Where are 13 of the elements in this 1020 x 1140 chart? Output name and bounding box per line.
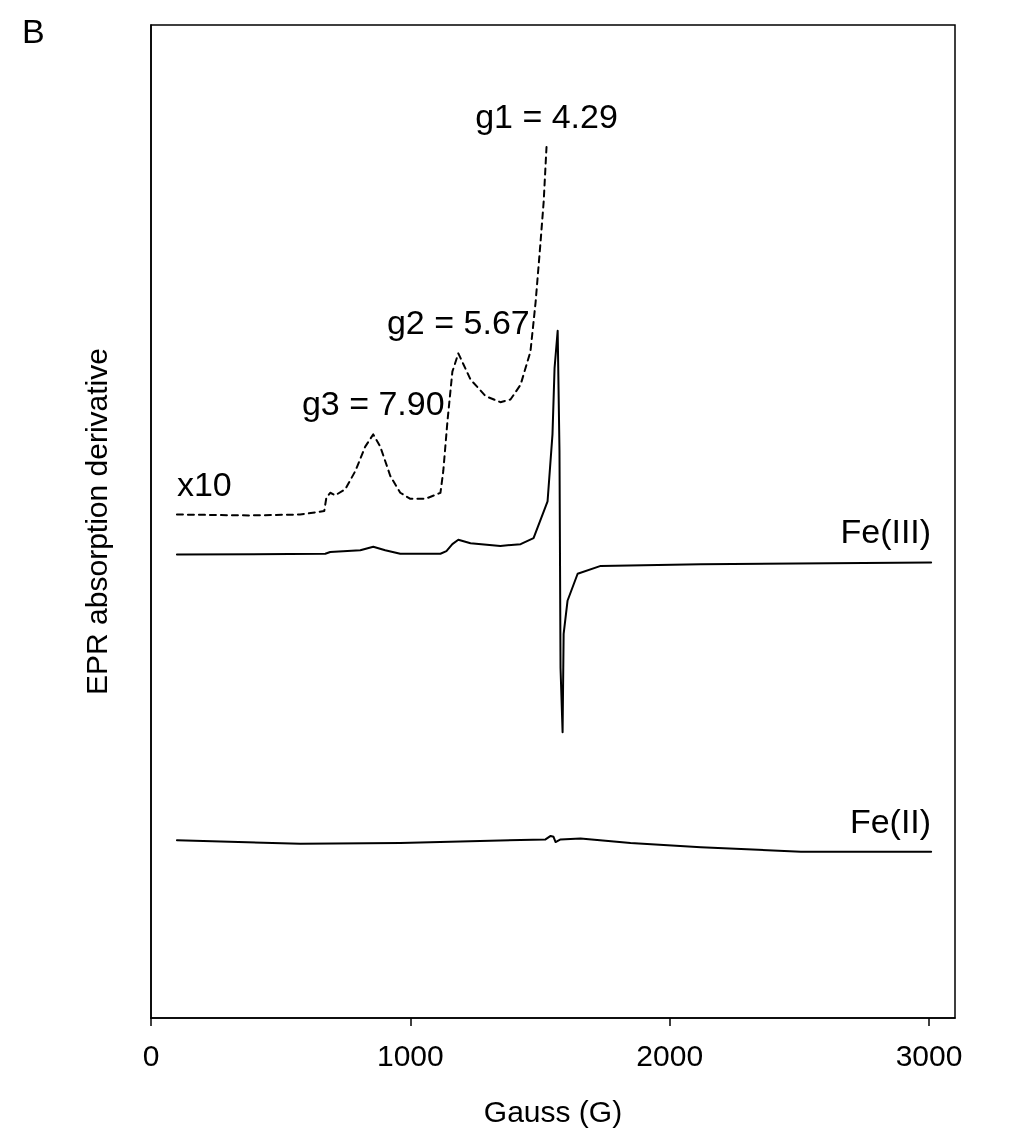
annotation: Fe(III) xyxy=(840,512,932,551)
y-axis-title: EPR absorption derivative xyxy=(79,348,113,695)
x-tick-label: 2000 xyxy=(636,1038,704,1072)
annotation: g3 = 7.90 xyxy=(301,384,445,423)
annotation: g2 = 5.67 xyxy=(386,303,530,342)
x-axis-title: Gauss (G) xyxy=(483,1094,623,1128)
x-tick-label: 3000 xyxy=(895,1038,963,1072)
annotation: Fe(II) xyxy=(849,801,932,840)
text: B xyxy=(22,12,45,50)
x-tick-label: 0 xyxy=(142,1038,160,1072)
x-tick-label: 1000 xyxy=(376,1038,444,1072)
annotation: x10 xyxy=(176,464,232,503)
annotation: g1 = 4.29 xyxy=(475,96,618,135)
